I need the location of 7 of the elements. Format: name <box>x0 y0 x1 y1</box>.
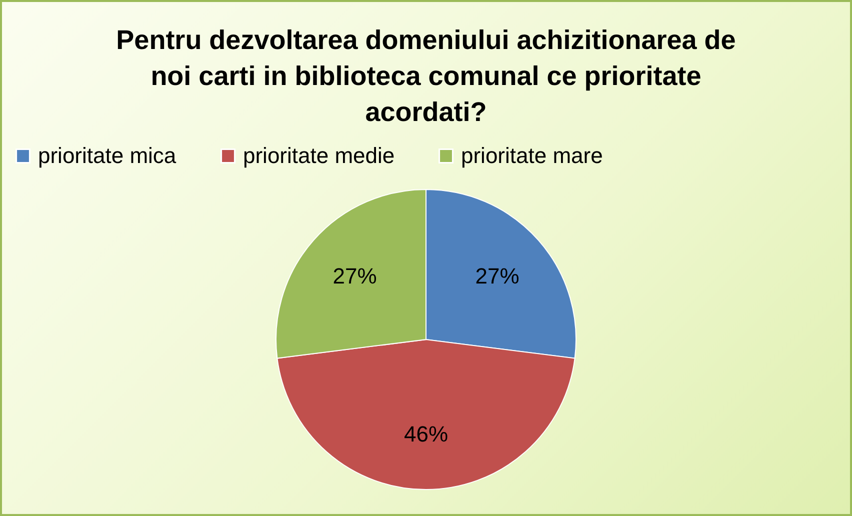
legend-label: prioritate mare <box>461 143 603 168</box>
legend-label: prioritate medie <box>243 143 395 168</box>
data-label: 46% <box>404 422 448 446</box>
chart-title: Pentru dezvoltarea domeniului achizitionarea de noi carti in biblioteca comunal ce prioritate acordati? <box>116 25 736 127</box>
data-label: 27% <box>332 264 377 289</box>
data-label: 27% <box>475 264 520 289</box>
legend-label: prioritate mica <box>38 143 177 168</box>
